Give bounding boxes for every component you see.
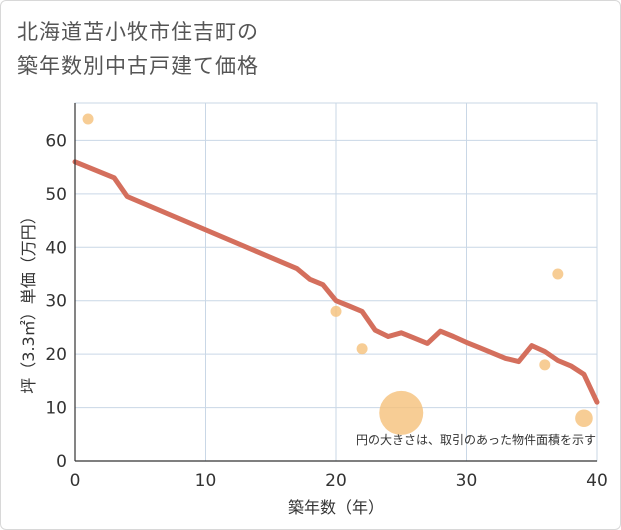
scatter-point	[82, 113, 94, 125]
chart-title-line2: 築年数別中古戸建て価格	[17, 54, 259, 78]
x-axis-label: 築年数（年）	[288, 498, 384, 517]
y-tick-label: 0	[56, 452, 67, 472]
y-tick-label: 10	[45, 399, 67, 419]
grid	[74, 102, 598, 462]
y-axis-label: 坪（3.3㎡）単価（万円）	[19, 208, 38, 393]
x-tick-label: 0	[70, 471, 81, 491]
scatter-point	[379, 390, 424, 435]
tick-labels: 0 10 20 30 40 0 10 20 30 40 50 60	[45, 131, 607, 491]
bubble-layer	[82, 113, 593, 435]
y-tick-label: 30	[45, 292, 67, 312]
size-note: 円の大きさは、取引のあった物件面積を示す	[356, 432, 596, 447]
x-tick-label: 30	[456, 471, 478, 491]
scatter-point	[356, 343, 368, 355]
x-tick-label: 10	[195, 471, 217, 491]
y-tick-label: 40	[45, 238, 67, 258]
chart-title: 北海道苫小牧市住吉町の 築年数別中古戸建て価格	[17, 15, 259, 83]
chart-title-line1: 北海道苫小牧市住吉町の	[17, 20, 259, 44]
x-tick-label: 20	[325, 471, 347, 491]
axes	[74, 103, 597, 462]
y-tick-label: 60	[45, 131, 67, 151]
trend-line	[72, 159, 600, 405]
y-tick-label: 50	[45, 185, 67, 205]
y-tick-label: 20	[45, 345, 67, 365]
scatter-point	[575, 409, 593, 428]
scatter-point	[330, 305, 342, 317]
x-tick-label: 40	[586, 471, 608, 491]
scatter-point	[539, 359, 551, 371]
scatter-point	[552, 268, 564, 280]
